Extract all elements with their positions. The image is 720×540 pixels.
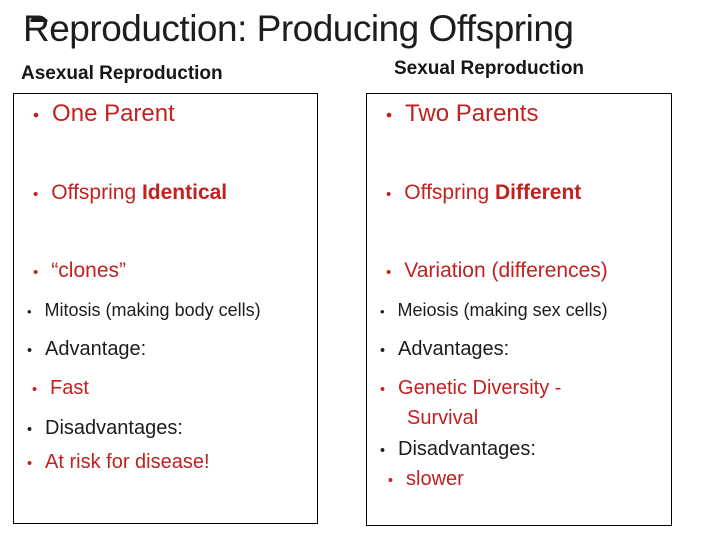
bullet-icon: •	[386, 264, 392, 281]
bullet-icon: •	[33, 105, 40, 125]
bullet-line-text: Variation (differences)	[404, 259, 608, 282]
bullet-icon: •	[32, 382, 38, 398]
bullet-line-text: Meiosis (making sex cells)	[397, 300, 608, 320]
bullet-icon: •	[33, 264, 39, 281]
bullet-line: • slower	[380, 468, 464, 490]
bullet-icon: •	[380, 304, 385, 319]
bullet-icon: •	[380, 382, 386, 398]
bullet-line-text: One Parent	[52, 100, 175, 127]
bullet-line: • “clones”	[27, 259, 126, 282]
bullet-line: • Two Parents	[380, 100, 539, 127]
slide-title: Reproduction: Producing Offspring	[23, 8, 574, 49]
asexual-content-box: • One Parent • Offspring Identical • “clones”…	[13, 93, 318, 524]
bullet-icon: •	[380, 343, 386, 359]
decorative-swirl-mark	[30, 16, 48, 22]
text-segment: Offspring	[51, 181, 142, 204]
bullet-line-text: Disadvantages:	[45, 417, 183, 439]
column-header-sexual: Sexual Reproduction	[394, 58, 585, 79]
bullet-icon: •	[386, 186, 392, 203]
sexual-content-box: • Two Parents • Offspring Different • Variati…	[366, 93, 672, 526]
bullet-line: • Offspring Different	[380, 181, 581, 204]
bullet-line: • Disadvantages:	[27, 417, 183, 439]
bullet-line: • Advantage:	[27, 338, 146, 360]
bullet-line: • Variation (differences)	[380, 259, 608, 282]
bullet-icon: •	[27, 304, 32, 319]
bullet-line: Survival	[380, 407, 478, 429]
column-header-asexual: Asexual Reproduction	[21, 63, 223, 84]
bold-text-segment: Different	[494, 181, 582, 204]
bullet-line: • Fast	[27, 377, 89, 399]
bullet-icon: •	[27, 422, 33, 438]
bullet-icon: •	[33, 186, 39, 203]
bullet-icon: •	[386, 105, 393, 125]
bullet-line-text: Advantages:	[398, 338, 510, 360]
bullet-line: • Offspring Identical	[27, 181, 227, 204]
bullet-line-text: “clones”	[51, 259, 126, 282]
bullet-line: • Meiosis (making sex cells)	[380, 300, 608, 321]
bullet-line: • At risk for disease!	[27, 451, 210, 473]
bullet-line: • One Parent	[27, 100, 175, 127]
bullet-icon: •	[27, 343, 33, 359]
bullet-line: • Mitosis (making body cells)	[27, 300, 261, 321]
bullet-line-text: Offspring Different	[404, 181, 581, 204]
bullet-icon: •	[388, 473, 394, 489]
bullet-icon: •	[380, 443, 386, 459]
bullet-line: • Genetic Diversity -	[380, 377, 561, 399]
bullet-line-text: slower	[406, 468, 464, 490]
bullet-line: • Disadvantages:	[380, 438, 536, 460]
bullet-line-text: Advantage:	[45, 338, 147, 360]
bullet-line-text: Disadvantages:	[398, 438, 536, 460]
bullet-icon: •	[27, 456, 33, 472]
bold-text-segment: Identical	[141, 181, 228, 204]
bullet-line-text: Fast	[50, 377, 89, 399]
bullet-line-text: At risk for disease!	[45, 451, 210, 473]
bullet-line-text: Mitosis (making body cells)	[44, 300, 261, 320]
bullet-line: • Advantages:	[380, 338, 509, 360]
bullet-line-text: Offspring Identical	[51, 181, 227, 204]
bullet-line-text: Two Parents	[405, 100, 539, 127]
bullet-line-text: Genetic Diversity -	[398, 377, 562, 399]
text-segment: Offspring	[404, 181, 495, 204]
bullet-line-text: Survival	[407, 407, 479, 429]
